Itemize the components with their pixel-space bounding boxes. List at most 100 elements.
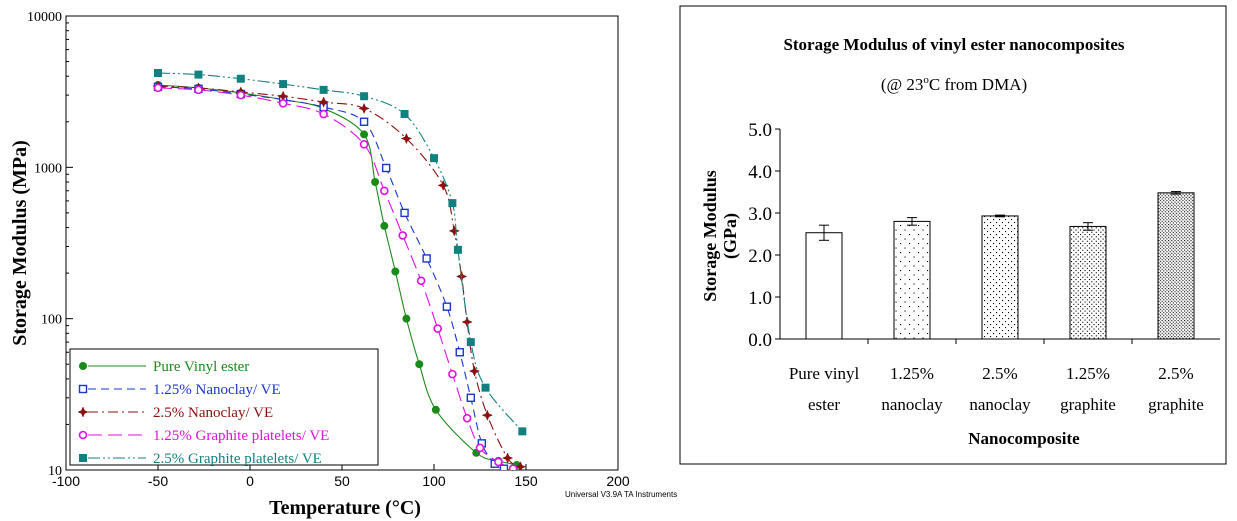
x-tick-label: 0 — [246, 473, 254, 489]
bar-y-tick-label: 4.0 — [748, 162, 772, 183]
legend-item: 1.25% Graphite platelets/ VE — [78, 428, 329, 444]
legend-label: 2.5% Nanoclay/ VE — [153, 405, 273, 421]
legend-marker — [79, 454, 87, 462]
data-point — [359, 139, 369, 149]
data-point — [494, 457, 503, 467]
data-point — [508, 464, 518, 470]
modulus-temperature-chart: -100 -50 0 50 100 150 200 10 100 1000 10000 Pure V… — [9, 10, 677, 519]
x-tick-label: -100 — [52, 473, 80, 489]
bar-y-tick-label: 1.0 — [748, 288, 772, 309]
data-point — [402, 314, 411, 323]
series-line — [157, 86, 505, 470]
bar-group: 2.5% nanoclay — [969, 214, 1031, 414]
y-tick-label: 10 — [48, 464, 62, 479]
data-point — [360, 92, 369, 101]
data-point — [400, 132, 413, 145]
bar — [1069, 225, 1107, 340]
data-point — [448, 199, 457, 208]
bar-category-label: Pure vinyl — [789, 364, 860, 383]
bar — [1157, 192, 1195, 340]
data-point — [400, 110, 409, 119]
data-point — [153, 83, 163, 93]
bar-y-axis-title-line2: (GPa) — [720, 213, 741, 259]
data-point — [194, 85, 203, 95]
series-4 — [153, 83, 518, 470]
left-x-axis-title: Temperature (°C) — [269, 497, 421, 519]
bar-category-label: graphite — [1148, 395, 1204, 414]
data-point — [468, 365, 481, 377]
bar-category-label: 2.5% — [982, 364, 1017, 383]
right-chart-frame — [679, 5, 1227, 465]
bar-y-axis-title-line1: Storage Modulus — [700, 170, 720, 302]
data-point — [380, 221, 389, 230]
data-point — [466, 393, 475, 402]
x-tick-label: 200 — [606, 473, 630, 489]
legend-item: 1.25% Nanoclay/ VE — [78, 382, 281, 398]
bar-x-axis-title: Nanocomposite — [968, 429, 1080, 448]
legend-marker — [78, 430, 88, 440]
legend-marker — [79, 362, 87, 370]
bar-group: 1.25% nanoclay — [881, 217, 943, 414]
data-point — [359, 117, 369, 126]
bar-y-tick-label: 2.0 — [748, 246, 772, 267]
bar-group: 1.25% graphite — [1060, 222, 1116, 414]
data-point — [422, 254, 431, 263]
data-point — [416, 276, 426, 286]
data-point — [433, 324, 442, 333]
data-point — [499, 464, 509, 470]
data-point — [319, 109, 328, 119]
y-tick-label: 100 — [41, 313, 62, 328]
series-line — [157, 85, 521, 468]
legend-marker — [78, 384, 88, 394]
instrument-watermark: Universal V3.9A TA Instruments — [565, 490, 677, 499]
data-point — [442, 302, 452, 311]
bar-category-label: 1.25% — [890, 364, 934, 383]
legend-label: 1.25% Nanoclay/ VE — [153, 382, 281, 398]
legend-marker — [77, 406, 89, 418]
data-point — [278, 98, 288, 108]
bar-category-label: 1.25% — [1066, 364, 1110, 383]
bar-category-label: nanoclay — [969, 395, 1031, 414]
legend-item: Pure Vinyl ester — [79, 359, 249, 375]
bar — [981, 215, 1019, 340]
data-point — [430, 154, 438, 163]
data-point — [462, 413, 472, 423]
data-point — [518, 427, 527, 436]
legend-item: 2.5% Graphite platelets/ VE — [79, 451, 322, 467]
bar-category-label: 2.5% — [1158, 364, 1193, 383]
data-point — [317, 96, 330, 108]
data-point — [360, 130, 369, 139]
data-point — [501, 452, 514, 464]
data-point — [236, 74, 245, 83]
y-tick-label: 10000 — [27, 10, 62, 25]
legend-label: 2.5% Graphite platelets/ VE — [153, 451, 322, 467]
x-tick-label: 50 — [334, 473, 350, 489]
bar-y-tick-label: 3.0 — [748, 204, 772, 225]
data-point — [448, 369, 457, 379]
data-point — [154, 69, 162, 78]
bar-category-label: ester — [808, 395, 840, 414]
data-point — [453, 245, 462, 254]
legend-item: 2.5% Nanoclay/ VE — [77, 405, 273, 421]
data-point — [514, 461, 527, 470]
data-point — [481, 409, 493, 421]
x-tick-label: -50 — [148, 473, 168, 489]
bar — [805, 232, 843, 340]
data-point — [455, 348, 464, 357]
data-point — [279, 80, 288, 89]
y-tick-label: 1000 — [34, 161, 62, 176]
bar-chart-subtitle: (@ 23oC from DMA) — [881, 74, 1027, 94]
data-point — [194, 70, 203, 79]
data-point — [371, 177, 380, 186]
data-point — [319, 85, 328, 94]
data-point — [398, 231, 408, 240]
data-point — [466, 338, 475, 347]
legend-label: Pure Vinyl ester — [153, 359, 249, 375]
data-point — [391, 267, 400, 276]
x-tick-label: 100 — [422, 473, 446, 489]
data-point — [431, 405, 440, 414]
data-point — [475, 443, 485, 453]
bar-category-label: nanoclay — [881, 395, 943, 414]
bar-category-label: graphite — [1060, 395, 1116, 414]
